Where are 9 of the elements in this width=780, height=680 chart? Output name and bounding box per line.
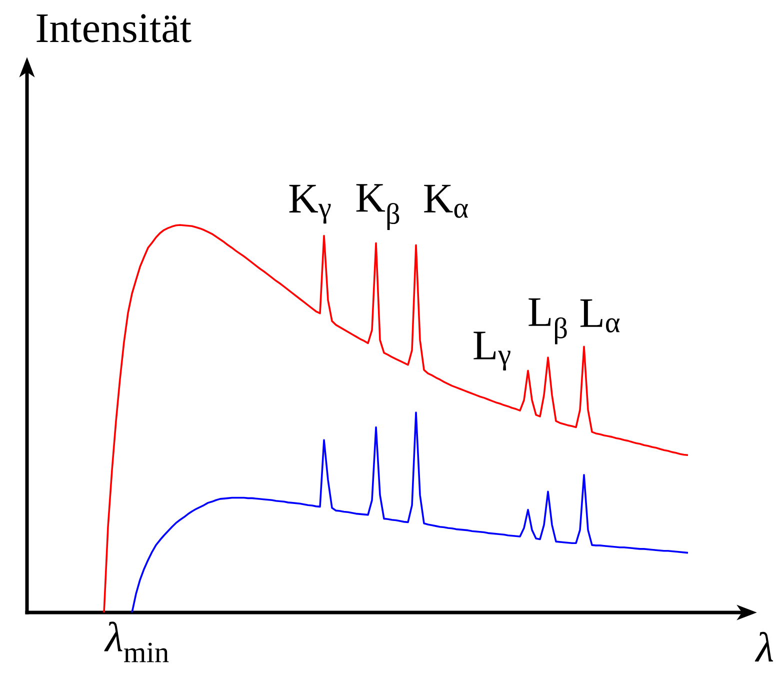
annotation: K$_{β}$ [356, 184, 400, 230]
text: K$_{γ}$ [289, 184, 331, 224]
annotation: L$_{β}$ [528, 298, 567, 344]
x-axis-title: λ [754, 632, 774, 662]
annotation: L$_{γ}$ [474, 332, 510, 370]
y-axis-title: Intensität [36, 14, 192, 42]
annotation: L$_{α}$ [580, 299, 620, 332]
text: K$_{α}$ [424, 184, 468, 218]
annotation: λ$_{min}$ [104, 622, 169, 662]
